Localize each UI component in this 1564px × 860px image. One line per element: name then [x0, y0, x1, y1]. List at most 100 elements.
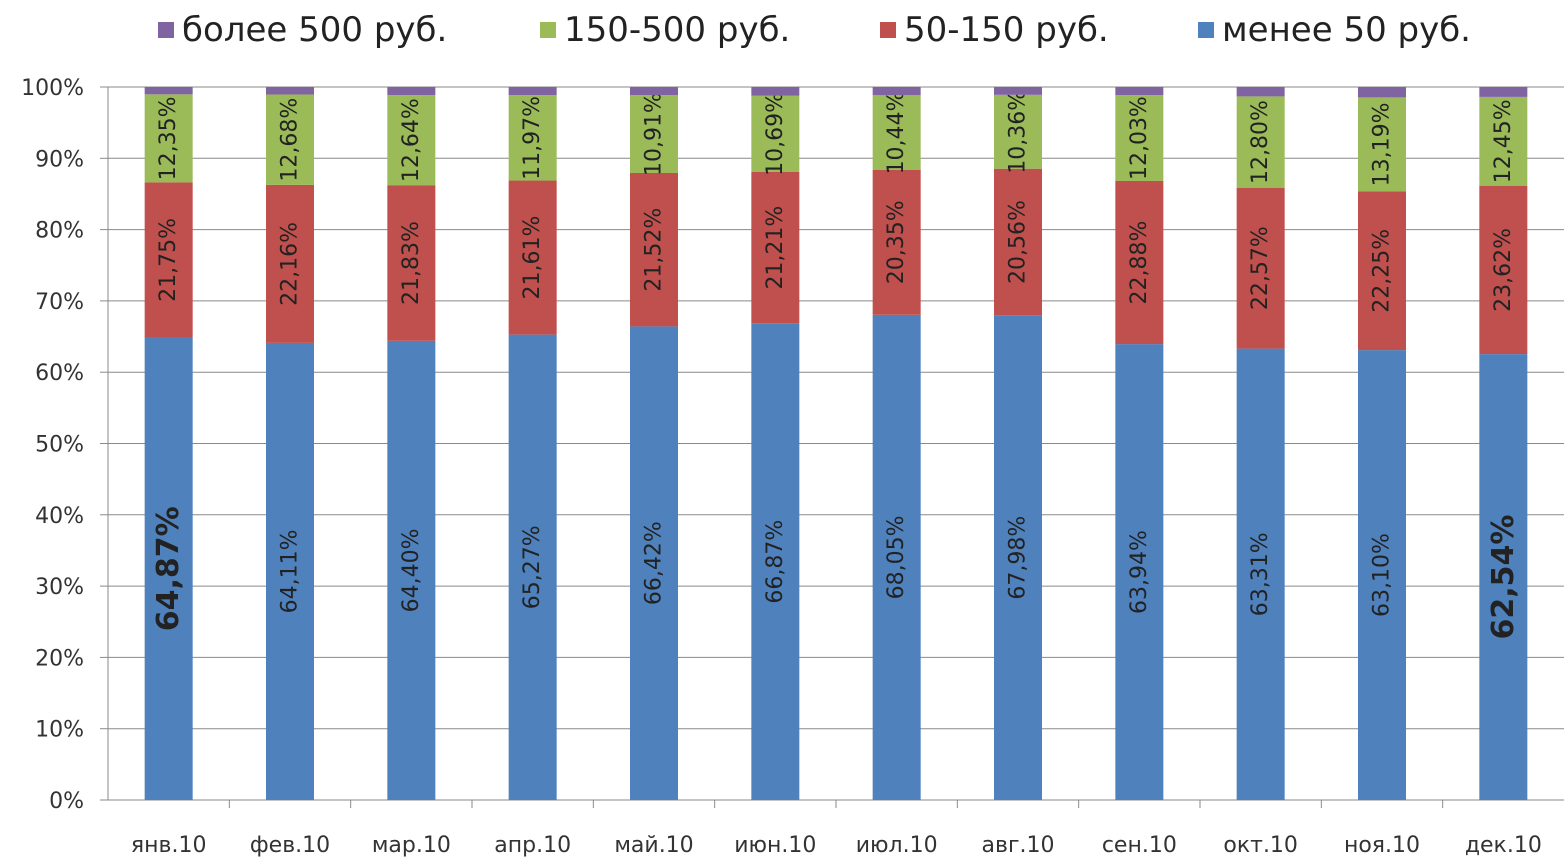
bar-segment	[508, 95, 557, 181]
legend-item: 150-500 руб.	[540, 8, 790, 52]
x-tick-label: мар.10	[372, 833, 451, 858]
data-label: 23,62%	[1491, 228, 1516, 312]
x-tick-label: апр.10	[494, 833, 571, 858]
data-label: 12,80%	[1248, 100, 1273, 184]
bar-segment	[266, 184, 314, 343]
data-label: 67,98%	[1006, 516, 1031, 600]
y-tick-label: 20%	[35, 646, 84, 671]
y-tick-label: 50%	[35, 433, 84, 458]
data-label: 64,87%	[151, 506, 186, 631]
bar-segment	[1479, 354, 1528, 800]
legend-swatch	[540, 22, 556, 38]
bar-segment	[266, 87, 314, 95]
bar-segment	[630, 87, 678, 96]
data-label: 66,87%	[763, 520, 788, 604]
bar-segment	[387, 95, 436, 186]
data-label: 20,35%	[884, 200, 909, 284]
data-label: 20,56%	[1006, 200, 1031, 284]
bar-segment	[872, 87, 921, 96]
legend-item: 50-150 руб.	[880, 8, 1109, 52]
bar-segment	[1115, 95, 1164, 181]
data-label: 12,03%	[1127, 96, 1152, 180]
x-tick-label: сен.10	[1102, 833, 1177, 858]
bar-segment	[751, 323, 800, 800]
data-label: 11,97%	[520, 96, 545, 180]
x-tick-label: фев.10	[250, 833, 330, 858]
data-label: 21,75%	[156, 218, 181, 302]
data-label: 12,35%	[156, 96, 181, 180]
data-label: 68,05%	[884, 515, 909, 599]
bar-segment	[994, 168, 1042, 316]
x-tick-label: авг.10	[982, 833, 1055, 858]
bar-segment	[1358, 87, 1406, 98]
bar-segment	[872, 95, 921, 170]
data-label: 12,64%	[399, 98, 424, 182]
data-label: 10,69%	[763, 92, 788, 176]
legend-swatch	[880, 22, 896, 38]
y-tick-label: 40%	[35, 504, 84, 529]
bar-segment	[266, 342, 314, 800]
bar-segment	[994, 94, 1042, 169]
data-label: 21,52%	[642, 208, 667, 292]
bar-segment	[1236, 96, 1285, 188]
bar-segment	[1236, 87, 1285, 97]
bar-segment	[751, 87, 800, 96]
legend-item: более 500 руб.	[158, 8, 447, 52]
data-label: 63,31%	[1248, 532, 1273, 616]
x-tick-label: май.10	[614, 833, 693, 858]
x-tick-label: янв.10	[131, 833, 207, 858]
x-tick-label: дек.10	[1465, 833, 1542, 858]
y-tick-label: 60%	[35, 361, 84, 386]
data-label: 64,11%	[278, 530, 303, 614]
bar-segment	[630, 326, 678, 800]
bar-segment	[1115, 344, 1164, 800]
x-tick-label: июн.10	[734, 833, 816, 858]
y-tick-label: 100%	[21, 76, 84, 101]
bar-segment	[1479, 185, 1528, 355]
data-label: 63,94%	[1127, 530, 1152, 614]
bar-segment	[387, 340, 436, 800]
bar-segment	[1358, 97, 1406, 192]
bar-segment	[1479, 96, 1528, 186]
bar-segment	[630, 172, 678, 327]
bar-segment	[144, 182, 193, 338]
data-label: 13,19%	[1370, 102, 1395, 186]
legend-swatch	[1198, 22, 1214, 38]
bar-segment	[994, 87, 1042, 95]
bar-segment	[751, 95, 800, 172]
bar-segment	[387, 185, 436, 341]
y-tick-label: 70%	[35, 290, 84, 315]
x-tick-label: ноя.10	[1344, 833, 1420, 858]
legend-label: 50-150 руб.	[904, 10, 1109, 50]
data-label: 65,27%	[520, 525, 545, 609]
data-label: 66,42%	[642, 521, 667, 605]
bar-segment	[508, 87, 557, 96]
data-label: 22,25%	[1370, 229, 1395, 313]
data-label: 10,44%	[884, 91, 909, 175]
bar-segment	[266, 94, 314, 185]
bar-segment	[1236, 187, 1285, 349]
y-tick-label: 30%	[35, 575, 84, 600]
bar-segment	[1479, 87, 1528, 97]
legend-swatch	[158, 22, 174, 38]
bar-segment	[144, 94, 193, 183]
data-label: 10,36%	[1006, 90, 1031, 174]
legend-label: более 500 руб.	[182, 10, 448, 50]
data-label: 12,45%	[1491, 99, 1516, 183]
bar-segment	[387, 87, 436, 96]
bar-segment	[508, 180, 557, 335]
data-label: 22,57%	[1248, 226, 1273, 310]
data-label: 12,68%	[278, 98, 303, 182]
bar-segment	[1358, 350, 1406, 800]
data-label: 21,83%	[399, 221, 424, 305]
bar-segment	[630, 95, 678, 173]
data-label: 64,40%	[399, 528, 424, 612]
y-tick-label: 0%	[49, 789, 84, 814]
bar-segment	[994, 315, 1042, 800]
legend-label: 150-500 руб.	[564, 10, 791, 50]
x-tick-label: окт.10	[1223, 833, 1298, 858]
bar-segment	[1115, 87, 1164, 96]
bar-segment	[144, 337, 193, 800]
bar-segment	[872, 169, 921, 315]
bar-segment	[144, 87, 193, 95]
